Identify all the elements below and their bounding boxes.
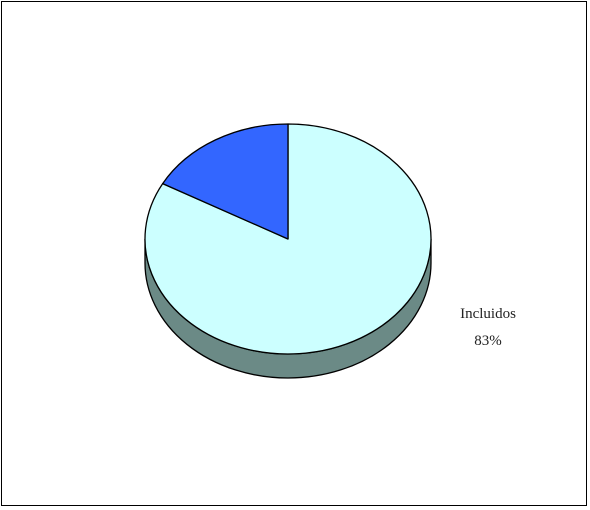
pie-slice-1 [162, 123, 289, 240]
slice-label-0: Incluidos [460, 306, 516, 322]
slice-value-label-0: 83% [474, 333, 502, 349]
pie-top-layer [144, 123, 432, 355]
pie-labels-layer: Incluidos 83% [460, 306, 516, 349]
